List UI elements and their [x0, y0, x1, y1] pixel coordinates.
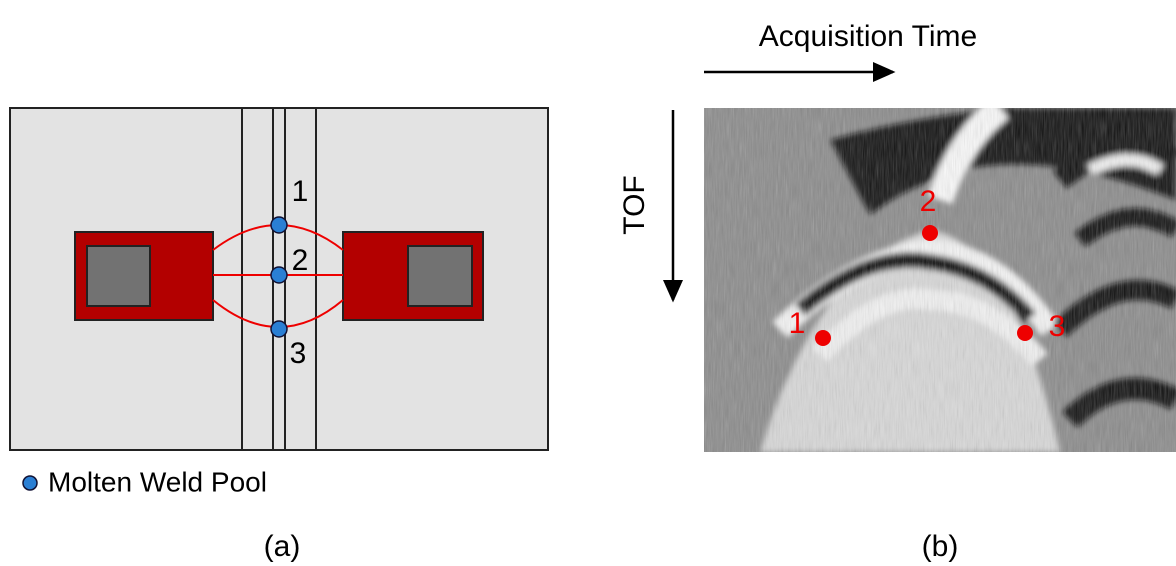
- panel-a: 1 2 3 Molten Weld Pool (a): [10, 108, 548, 563]
- echo-point: [815, 330, 831, 346]
- weld-pool: [271, 321, 287, 337]
- caption: (b): [922, 530, 959, 563]
- y-axis-label: TOF: [618, 175, 651, 234]
- legend-marker: [23, 476, 37, 490]
- panel-b: Acquisition Time TOF 1 2: [618, 20, 1176, 563]
- electrode-core: [408, 246, 472, 306]
- figure: 1 2 3 Molten Weld Pool (a) Acquisition T…: [0, 0, 1176, 566]
- point-label: 2: [292, 244, 309, 277]
- weld-pool: [271, 217, 287, 233]
- point-label: 3: [290, 337, 307, 370]
- caption: (a): [264, 530, 301, 563]
- echo-point: [922, 225, 938, 241]
- point-label: 1: [292, 175, 309, 208]
- electrode-core: [87, 246, 150, 306]
- page: 1 2 3 Molten Weld Pool (a) Acquisition T…: [0, 0, 1176, 566]
- weld-pool: [271, 267, 287, 283]
- bscan-image: [704, 108, 1176, 452]
- strip: [242, 108, 273, 450]
- x-axis-label: Acquisition Time: [759, 20, 977, 53]
- legend-label: Molten Weld Pool: [48, 466, 267, 497]
- strip: [285, 108, 316, 450]
- point-label: 3: [1049, 310, 1066, 343]
- point-label: 1: [789, 307, 806, 340]
- echo-point: [1017, 325, 1033, 341]
- point-label: 2: [920, 185, 937, 218]
